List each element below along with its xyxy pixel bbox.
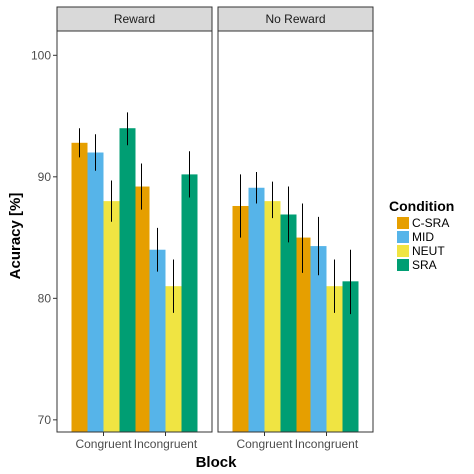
- panel-border: [56, 30, 213, 433]
- x-tick-label: Incongruent: [134, 437, 198, 451]
- facet-strip: [217, 6, 374, 32]
- bar: [310, 246, 327, 432]
- facet-panel: No Reward Congruent Incongruent: [217, 6, 374, 451]
- bar: [165, 286, 182, 432]
- bar: [248, 187, 265, 432]
- bar: [280, 214, 297, 432]
- x-tick-label: Congruent: [236, 437, 293, 451]
- x-tick-label: Incongruent: [295, 437, 359, 451]
- y-axis: 70 80 90 100: [31, 48, 57, 427]
- bar: [87, 152, 104, 433]
- facet-strip-label: No Reward: [265, 12, 325, 26]
- bar: [232, 205, 249, 432]
- panel-border: [217, 30, 374, 433]
- bar: [326, 286, 343, 432]
- y-tick-label: 90: [38, 170, 52, 184]
- x-tick-label: Congruent: [75, 437, 132, 451]
- bar: [103, 201, 120, 432]
- legend-key: [397, 231, 409, 243]
- facet-strip: [56, 6, 213, 32]
- bar: [294, 237, 311, 432]
- legend-label: MID: [412, 230, 434, 244]
- x-axis-title: Block: [196, 454, 238, 471]
- legend-label: C-SRA: [412, 216, 449, 230]
- y-axis-title-wrap: Acuracy [%]: [7, 193, 24, 280]
- bar: [149, 249, 166, 432]
- bar: [181, 174, 198, 432]
- legend-label: NEUT: [412, 244, 445, 258]
- facet-panel: Reward Congruent Incongruent: [56, 6, 213, 451]
- legend-label: SRA: [412, 258, 437, 272]
- y-tick-label: 100: [31, 48, 51, 62]
- legend-key: [397, 245, 409, 257]
- y-tick-label: 80: [38, 291, 52, 305]
- legend-key: [397, 259, 409, 271]
- facet-strip-label: Reward: [114, 12, 155, 26]
- legend-key: [397, 217, 409, 229]
- bar: [264, 201, 281, 432]
- bar: [133, 186, 150, 432]
- bar: [71, 142, 88, 432]
- y-tick-label: 70: [38, 413, 52, 427]
- bar: [119, 128, 136, 432]
- legend-title: Condition: [389, 198, 454, 214]
- bar: [342, 281, 359, 432]
- y-axis-title: Acuracy [%]: [7, 193, 24, 280]
